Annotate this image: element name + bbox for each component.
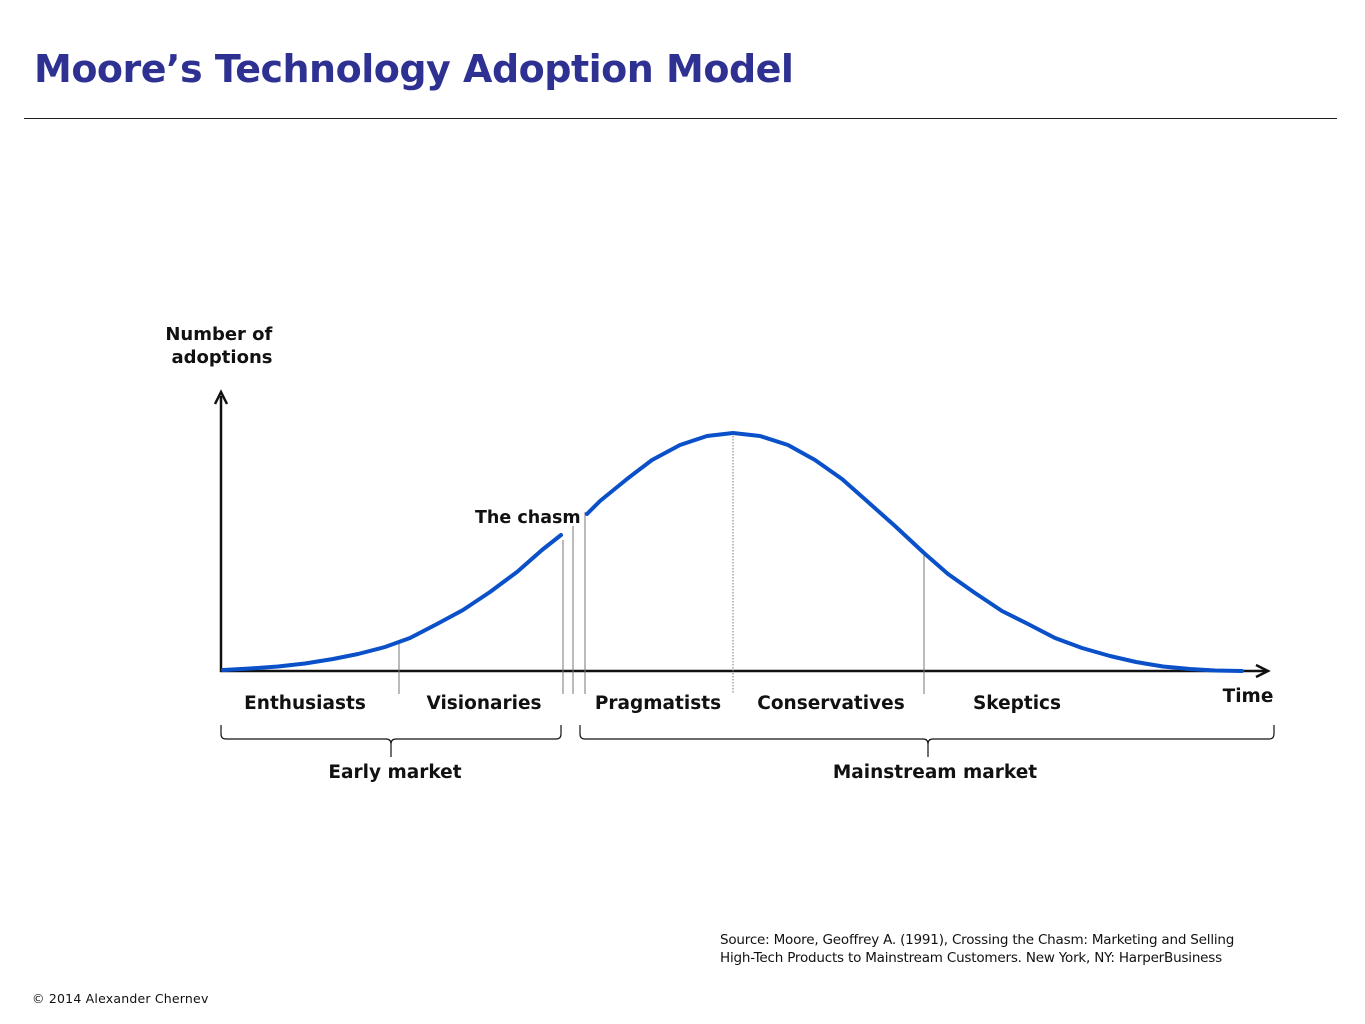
early-market-brace <box>220 725 562 757</box>
title-divider <box>24 118 1337 119</box>
adoption-curve <box>221 431 1244 673</box>
segment-labels: Enthusiasts Visionaries Pragmatists Cons… <box>244 693 1061 714</box>
x-axis-arrowhead <box>1255 663 1271 679</box>
source-citation: Source: Moore, Geoffrey A. (1991), Cross… <box>720 931 1234 967</box>
y-axis-arrowhead <box>213 389 229 405</box>
source-line-2: High-Tech Products to Mainstream Custome… <box>720 950 1222 966</box>
mainstream-market-label: Mainstream market <box>833 762 1037 783</box>
page-title: Moore’s Technology Adoption Model <box>34 47 794 91</box>
axes <box>213 389 1271 679</box>
x-axis-label: Time <box>1223 686 1274 707</box>
segment-dividers <box>398 433 925 694</box>
y-axis-label-line-2: adoptions <box>172 347 273 368</box>
y-axis-label: Number of adoptions <box>165 324 278 368</box>
segment-skeptics: Skeptics <box>973 693 1061 714</box>
source-line-1: Source: Moore, Geoffrey A. (1991), Cross… <box>720 932 1235 948</box>
y-axis-label-line-1: Number of <box>165 324 272 345</box>
early-market-label: Early market <box>328 762 461 783</box>
segment-pragmatists: Pragmatists <box>595 693 721 714</box>
market-braces <box>220 725 1275 757</box>
segment-conservatives: Conservatives <box>757 693 905 714</box>
chasm-label: The chasm <box>475 508 581 528</box>
segment-enthusiasts: Enthusiasts <box>244 693 366 714</box>
mainstream-market-curve <box>585 431 1244 673</box>
copyright-notice: © 2014 Alexander Chernev <box>32 991 209 1006</box>
mainstream-market-brace <box>579 725 1275 757</box>
segment-visionaries: Visionaries <box>426 693 541 714</box>
early-market-curve <box>221 533 563 672</box>
